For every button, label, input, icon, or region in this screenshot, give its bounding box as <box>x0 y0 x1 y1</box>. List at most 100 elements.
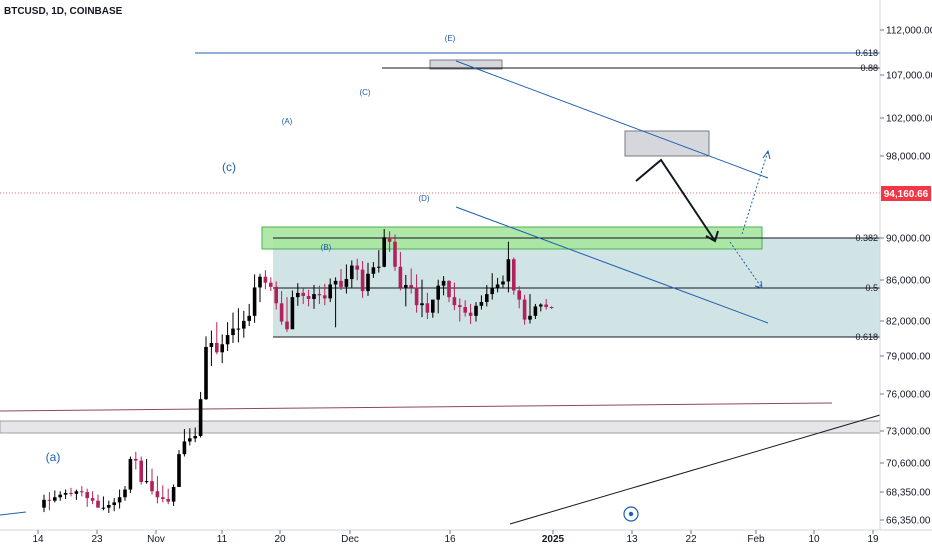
candle[interactable] <box>414 274 419 313</box>
candle[interactable] <box>522 294 527 325</box>
candle[interactable] <box>74 489 79 500</box>
candle[interactable] <box>431 299 435 318</box>
candle[interactable] <box>490 273 494 300</box>
candle[interactable] <box>463 300 467 317</box>
candle[interactable] <box>279 291 284 325</box>
candle[interactable] <box>101 496 106 511</box>
candle[interactable] <box>366 262 370 296</box>
candle[interactable] <box>269 277 273 292</box>
candle[interactable] <box>182 429 187 457</box>
candle[interactable] <box>404 274 408 307</box>
candle[interactable] <box>47 492 52 511</box>
candle[interactable] <box>107 500 111 513</box>
candle[interactable] <box>171 484 176 506</box>
candle[interactable] <box>355 258 359 281</box>
candle[interactable] <box>117 489 122 509</box>
candle[interactable] <box>339 269 343 290</box>
candle[interactable] <box>306 289 311 307</box>
candle[interactable] <box>290 290 295 330</box>
candle[interactable] <box>128 456 133 493</box>
candle[interactable] <box>468 303 473 325</box>
candle[interactable] <box>123 486 127 501</box>
candle[interactable] <box>231 312 235 343</box>
candle[interactable] <box>215 322 219 355</box>
candle[interactable] <box>479 295 484 310</box>
candle[interactable] <box>350 260 354 288</box>
candle[interactable] <box>247 303 251 327</box>
candle[interactable] <box>425 292 430 319</box>
candle[interactable] <box>150 468 154 495</box>
candle[interactable] <box>263 270 268 290</box>
candle[interactable] <box>458 298 462 322</box>
candle[interactable] <box>485 285 489 307</box>
candle[interactable] <box>393 234 397 271</box>
candle[interactable] <box>409 268 413 294</box>
candle[interactable] <box>312 285 316 309</box>
candle[interactable] <box>69 487 73 497</box>
candle[interactable] <box>177 450 181 488</box>
candle[interactable] <box>112 498 116 512</box>
candle[interactable] <box>204 336 208 400</box>
candle[interactable] <box>512 257 516 295</box>
candle[interactable] <box>58 491 62 501</box>
candle[interactable] <box>382 229 386 268</box>
candle[interactable] <box>441 276 446 296</box>
x-tick-label: 16 <box>444 534 456 545</box>
candle[interactable] <box>236 308 241 343</box>
candle[interactable] <box>474 302 478 322</box>
candle[interactable] <box>436 279 440 314</box>
candle[interactable] <box>544 298 548 310</box>
candle[interactable] <box>301 288 305 304</box>
candle[interactable] <box>193 427 197 443</box>
candle[interactable] <box>452 282 457 311</box>
candle[interactable] <box>533 303 538 319</box>
candle[interactable] <box>501 275 505 288</box>
candle[interactable] <box>317 285 322 304</box>
candle[interactable] <box>252 274 257 323</box>
candle[interactable] <box>323 283 327 306</box>
candles[interactable] <box>42 229 554 513</box>
candle[interactable] <box>328 278 332 303</box>
candle[interactable] <box>296 283 300 306</box>
time-axis[interactable]: 14 23 Nov 11 20 Dec 16 2025 13 22 Feb 10 19 <box>32 530 879 545</box>
candle[interactable] <box>166 488 170 505</box>
candle[interactable] <box>528 294 532 324</box>
candle[interactable] <box>344 264 349 294</box>
candle[interactable] <box>539 303 543 312</box>
candle[interactable] <box>420 279 424 318</box>
candle[interactable] <box>188 428 192 446</box>
candle[interactable] <box>333 277 338 328</box>
candle[interactable] <box>85 488 89 507</box>
candle[interactable] <box>274 281 278 310</box>
candle[interactable] <box>447 280 451 303</box>
candle[interactable] <box>96 494 100 508</box>
candle[interactable] <box>377 250 381 273</box>
candle[interactable] <box>360 260 365 298</box>
candle[interactable] <box>53 490 57 503</box>
candle[interactable] <box>139 456 143 485</box>
candle[interactable] <box>209 330 214 366</box>
candle[interactable] <box>506 241 511 293</box>
candle[interactable] <box>144 458 149 484</box>
candle[interactable] <box>371 262 376 278</box>
candle[interactable] <box>549 306 554 309</box>
candle[interactable] <box>90 491 95 505</box>
candle[interactable] <box>161 485 165 503</box>
candle[interactable] <box>285 297 289 332</box>
candle[interactable] <box>517 286 521 309</box>
candle[interactable] <box>134 451 138 470</box>
candle[interactable] <box>220 334 224 364</box>
candle[interactable] <box>398 251 403 291</box>
candle[interactable] <box>80 486 84 497</box>
candle[interactable] <box>225 322 230 351</box>
candle[interactable] <box>258 273 262 303</box>
candle[interactable] <box>242 310 246 338</box>
candle[interactable] <box>495 277 500 293</box>
candle[interactable] <box>63 489 68 499</box>
candle[interactable] <box>42 494 46 513</box>
candle[interactable] <box>387 231 392 252</box>
price-axis[interactable]: 112,000.00 107,000.00 102,000.00 98,000.00 9… <box>880 26 932 527</box>
candle[interactable] <box>155 476 160 504</box>
candle[interactable] <box>198 391 203 438</box>
